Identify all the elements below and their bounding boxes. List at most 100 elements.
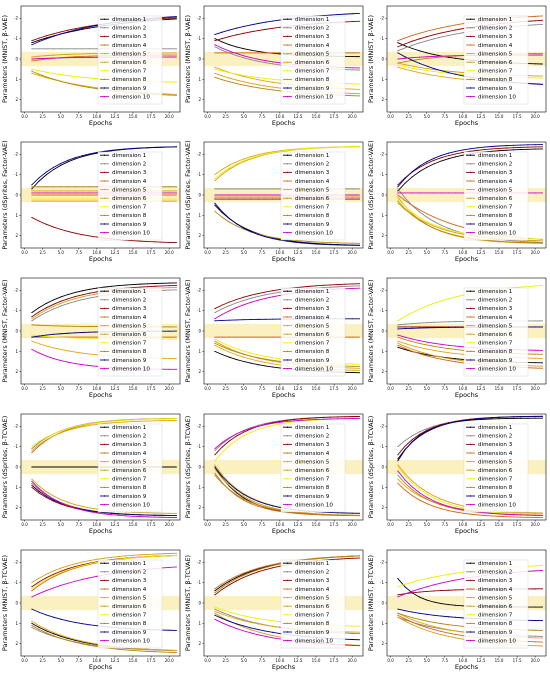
y-axis-label: Parameters (MNIST, β-VAE) [1,15,9,103]
series-point [214,350,216,352]
series-point [462,578,464,580]
series-point [440,500,442,502]
legend-marker [469,460,472,463]
series-point [433,67,435,70]
y-tick-label: 2 [381,369,384,374]
series-point [250,621,252,623]
series-point [221,173,223,175]
series-point [214,340,216,342]
legend-label: dimension 1 [478,561,513,567]
series-point [60,502,62,504]
series-point [214,44,216,46]
x-tick-label: 7.5 [76,658,83,663]
series-point [175,358,177,360]
series-point [418,340,421,342]
series-point [168,368,170,370]
series-point [541,641,543,643]
series-point [279,291,281,293]
series-point [344,283,346,285]
series-point [433,327,435,329]
series-point [455,33,457,35]
series-point [81,48,83,50]
series-point [67,161,69,163]
y-tick-label: 1 [381,349,384,354]
series-point [96,291,98,293]
series-point [462,71,464,74]
series-point [440,192,442,194]
series-point [74,621,76,623]
series-point [257,571,259,573]
series-point [89,186,91,188]
series-point [397,42,399,44]
x-tick-label: 10.0 [92,522,101,527]
series-point [45,580,47,582]
series-point [118,558,120,560]
x-tick-label: 20.0 [348,114,357,119]
legend-label: dimension 3 [478,306,513,312]
x-axis-label: Epochs [455,391,479,399]
y-tick-label: 0 [381,600,384,605]
series-point [433,157,435,159]
series-point [250,570,252,572]
series-point [264,635,266,637]
series-point [214,308,216,310]
series-point [541,417,543,419]
legend-label: dimension 4 [478,315,513,321]
series-point [404,208,406,210]
series-point [38,577,40,579]
legend-label: dimension 6 [112,604,147,610]
x-tick-label: 20.0 [348,522,357,527]
series-point [476,419,478,421]
x-tick-label: 12.5 [111,522,120,527]
y-tick-label: 1 [381,213,384,218]
series-point [455,231,457,233]
series-point [168,289,170,291]
series-point [235,163,238,165]
legend-marker [103,495,106,497]
series-point [505,416,507,418]
series-point [154,514,156,516]
chart-panel: 0.0 2.5 5.0 7.5 10.0 12.5 15.0 17.5 20.0 -2 -1 0 1 2 E… [0,408,183,543]
series-point [426,52,428,54]
x-tick-label: 12.5 [294,658,303,663]
series-point [60,498,62,501]
series-point [329,416,332,418]
legend-label: dimension 7 [295,477,330,483]
series-point [351,514,353,516]
x-tick-label: 5.0 [424,250,431,255]
series-point [411,311,413,314]
series-point [358,93,360,95]
legend-label: dimension 4 [112,43,147,49]
series-point [272,565,274,567]
x-tick-label: 12.5 [111,114,120,119]
legend-label: dimension 9 [478,494,513,500]
legend-marker [469,367,472,370]
series-point [358,415,360,418]
legend-label: dimension 5 [478,187,513,193]
series-point [250,352,252,354]
series-point [96,646,98,648]
series-point [440,300,442,302]
series-point [418,494,421,496]
series-point [81,643,83,645]
series-point [447,155,449,157]
series-point [462,360,464,362]
series-point [491,418,493,420]
legend-marker [286,171,289,174]
series-point [469,148,471,150]
legend-label: dimension 9 [112,222,147,228]
series-point [351,416,353,418]
series-point [344,13,346,15]
series-point [81,426,83,428]
series-point [397,198,399,200]
series-point [161,285,163,287]
series-point [45,200,47,202]
y-tick-label: -1 [197,580,201,585]
series-point [228,319,230,321]
series-point [110,512,112,514]
series-point [541,629,543,631]
series-point [397,594,399,596]
legend-marker [469,188,472,191]
x-tick-label: 2.5 [222,386,229,391]
series-point [38,190,40,192]
